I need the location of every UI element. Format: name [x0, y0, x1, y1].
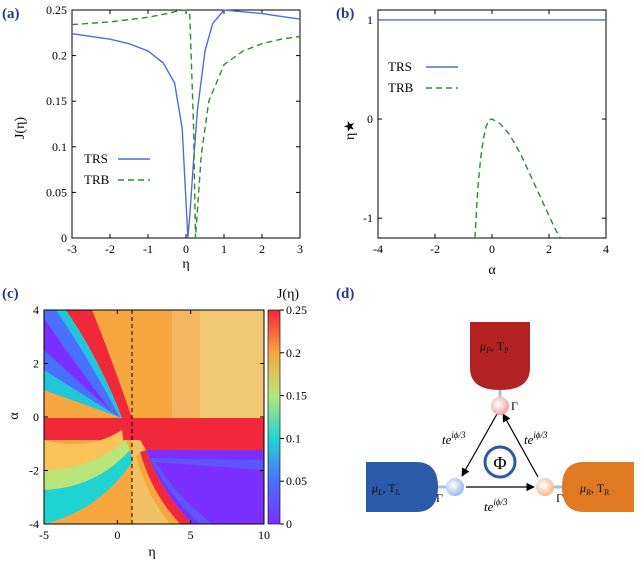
flux-phi: Φ: [493, 453, 506, 473]
panel-c-ylabel: α: [7, 412, 22, 420]
dot-l: [446, 478, 464, 496]
panel-b-xtick: 4: [603, 242, 609, 256]
reservoir-p: μP, TP: [470, 322, 530, 398]
panel-c-ytick: 2: [33, 357, 39, 371]
panel-b-ytick: -1: [363, 211, 373, 225]
panel-c-label: (c): [2, 286, 19, 302]
colorbar-label: J(η): [277, 287, 299, 302]
panel-b-ylabel: η★: [343, 120, 358, 140]
panel-a-label: (a): [2, 6, 20, 22]
panel-c-ytick: 4: [33, 303, 39, 317]
panel-a-ytick: 0: [61, 231, 67, 245]
series-b-trb-line: [474, 118, 562, 239]
panel-b-label: (b): [336, 6, 354, 22]
gamma-l: Γ: [436, 491, 443, 505]
legend-trb-label: TRB: [84, 172, 110, 187]
legend-b-trs-label: TRS: [388, 59, 412, 74]
panel-b: (b) η★ α -4 -2 0 2 4 1 0 -1 TRS TRB: [336, 6, 609, 278]
panel-a-ytick: 0.2: [52, 49, 67, 63]
colorbar-tick: 0.25: [286, 303, 307, 317]
mu-p: μ: [479, 339, 486, 353]
colorbar-tick: 0: [286, 517, 292, 531]
panel-a-xtick: 0: [183, 242, 189, 256]
reservoir-l: μL, TL: [366, 462, 446, 512]
panel-c-xtick: 0: [114, 528, 120, 542]
panel-c-xlabel: η: [148, 545, 155, 560]
panel-a-xtick: -2: [105, 242, 115, 256]
panel-a-xtick: 2: [259, 242, 265, 256]
heatmap: [43, 309, 265, 525]
panel-a-ytick: 0.05: [46, 185, 67, 199]
panel-b-xtick: 0: [489, 242, 495, 256]
dot-p: [491, 397, 509, 415]
svg-text:μP, TP: μP, TP: [479, 339, 509, 355]
panel-a-xtick: 1: [221, 242, 227, 256]
panel-a-ylabel: J(η): [13, 117, 28, 139]
panel-a-legend: TRS TRB: [84, 151, 150, 187]
panel-c: (c) α η J(η): [2, 286, 307, 560]
panel-a-xlabel: η: [182, 257, 189, 272]
panel-a-ytick: 0.15: [46, 94, 67, 108]
panel-a-ytick: 0.25: [46, 3, 67, 17]
legend-b-trb-label: TRB: [388, 80, 414, 95]
panel-b-xtick: -2: [430, 242, 440, 256]
panel-b-ytick: 0: [367, 112, 373, 126]
panel-c-xtick: 10: [258, 528, 270, 542]
panel-c-xtick: -5: [39, 528, 49, 542]
panel-d: (d) μP, TP μL, TL μR, TR: [336, 286, 634, 514]
legend-trs-label: TRS: [84, 151, 108, 166]
panel-a-ytick: 0.1: [52, 140, 67, 154]
panel-a: (a) J(η) η -3 -2 -1 0 1 2 3 0 0.05 0.1 0.15 0.2 0.25…: [2, 3, 303, 272]
panel-c-ytick: 0: [33, 410, 39, 424]
svg-text:μR, TR: μR, TR: [579, 481, 610, 497]
panel-b-xtick: 2: [546, 242, 552, 256]
colorbar-tick: 0.2: [286, 346, 301, 360]
mu-r: μ: [579, 481, 586, 495]
reservoir-r: μR, TR: [554, 462, 634, 512]
panel-d-label: (d): [336, 286, 354, 302]
panel-a-xtick: -1: [143, 242, 153, 256]
panel-b-xtick: -4: [373, 242, 383, 256]
panel-a-xtick: -3: [67, 242, 77, 256]
colorbar: [267, 309, 281, 525]
series-trb-line: [71, 9, 301, 239]
colorbar-tick: 0.15: [286, 389, 307, 403]
series-trs-line: [71, 9, 301, 239]
panel-c-ytick: -4: [29, 517, 39, 531]
hop-left: teiϕ/3: [442, 430, 466, 447]
gamma-p: Γ: [511, 399, 518, 413]
panel-b-frame: [377, 9, 607, 239]
panel-b-ytick: 1: [367, 13, 373, 27]
mu-l: μ: [371, 481, 378, 495]
colorbar-tick: 0.05: [286, 474, 307, 488]
hop-right: teiϕ/3: [524, 430, 548, 447]
panel-c-xtick: 5: [188, 528, 194, 542]
panel-b-legend: TRS TRB: [388, 59, 458, 95]
svg-text:μL, TL: μL, TL: [371, 481, 401, 497]
colorbar-tick: 0.1: [286, 431, 301, 445]
panel-a-xtick: 3: [297, 242, 303, 256]
flux-circle: [483, 445, 517, 479]
gamma-r: Γ: [556, 491, 563, 505]
hop-bottom: teiϕ/3: [484, 497, 508, 514]
panel-c-ytick: -2: [29, 464, 39, 478]
panel-b-xlabel: α: [488, 263, 496, 278]
dot-r: [536, 478, 554, 496]
